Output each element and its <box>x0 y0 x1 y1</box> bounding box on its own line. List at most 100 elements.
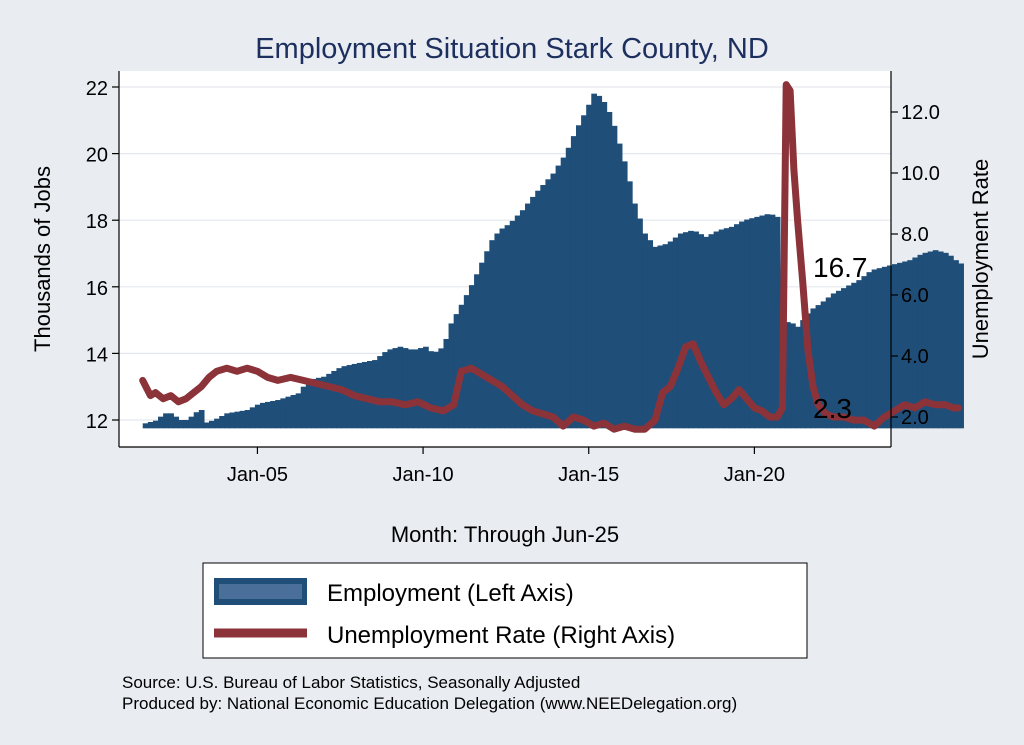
employment-bar <box>626 181 633 429</box>
employment-bar <box>876 268 883 429</box>
employment-bar <box>433 351 439 429</box>
left-tick-label: 18 <box>86 211 108 233</box>
employment-bar <box>790 323 796 429</box>
employment-bar <box>744 219 750 429</box>
employment-bar <box>560 157 567 429</box>
employment-bar <box>173 416 180 429</box>
unemployment-line <box>139 81 962 433</box>
employment-bar <box>377 356 383 429</box>
employment-bar <box>754 216 761 429</box>
employment-bar <box>764 214 771 429</box>
employment-bar <box>280 398 287 429</box>
employment-bar <box>499 228 506 429</box>
x-tick-label: Jan-10 <box>393 464 454 486</box>
employment-bar <box>917 254 924 429</box>
employment-bar <box>188 416 195 429</box>
employment-bar <box>637 218 643 429</box>
employment-bar <box>458 304 465 429</box>
employment-bar <box>606 111 613 429</box>
employment-bar <box>178 420 185 429</box>
employment-bar <box>468 285 475 429</box>
employment-bar <box>616 143 623 429</box>
employment-bar <box>621 161 628 429</box>
legend-employment-swatch-inner <box>219 584 302 599</box>
employment-bar <box>530 196 536 429</box>
employment-bar <box>667 241 674 429</box>
employment-bar <box>927 251 934 429</box>
employment-bar <box>912 257 919 429</box>
employment-bar <box>907 260 913 429</box>
employment-bar <box>718 229 725 429</box>
employment-bar <box>285 396 292 429</box>
employment-bar <box>519 210 526 429</box>
employment-bar <box>596 95 603 429</box>
employment-bar <box>234 411 241 429</box>
right-tick-label: 8.0 <box>901 224 929 246</box>
employment-bar <box>412 349 419 429</box>
employment-bar <box>249 407 256 429</box>
source-note: Source: U.S. Bureau of Labor Statistics,… <box>122 673 580 692</box>
employment-bar <box>861 276 868 429</box>
employment-bar <box>326 373 332 429</box>
employment-bar <box>310 378 317 429</box>
employment-bar <box>479 262 485 429</box>
employment-bar <box>703 236 710 429</box>
right-axis-title: Unemployment Rate <box>968 159 993 360</box>
employment-bar <box>642 233 648 429</box>
employment-bar <box>683 232 689 429</box>
employment-bar <box>540 185 547 429</box>
employment-bar <box>800 320 806 429</box>
right-tick-label: 12.0 <box>901 102 940 124</box>
employment-bar <box>265 401 271 429</box>
left-tick-label: 12 <box>86 411 108 433</box>
employment-bar <box>825 297 832 429</box>
employment-bar <box>550 173 557 429</box>
employment-bar <box>734 224 740 429</box>
employment-bar <box>295 393 302 429</box>
employment-bar <box>443 338 450 429</box>
x-axis-ticks: Jan-05 Jan-10 Jan-15 Jan-20 <box>227 447 785 486</box>
employment-bar <box>739 221 745 429</box>
employment-bar <box>942 252 949 429</box>
employment-bar <box>708 234 715 429</box>
employment-bar <box>932 250 939 429</box>
employment-bar <box>815 305 822 429</box>
employment-bar <box>336 368 343 429</box>
left-tick-label: 20 <box>86 145 108 167</box>
employment-bar <box>545 179 552 429</box>
employment-bar <box>438 348 445 429</box>
employment-bar <box>254 404 261 429</box>
employment-bar <box>728 226 735 429</box>
chart-title: Employment Situation Stark County, ND <box>255 33 769 65</box>
employment-bar <box>652 246 659 429</box>
x-tick-label: Jan-15 <box>558 464 619 486</box>
employment-bar <box>586 104 592 429</box>
employment-bar <box>341 366 348 429</box>
employment-bar <box>565 147 572 429</box>
employment-bar <box>209 420 215 429</box>
employment-bar <box>428 351 434 429</box>
employment-bar <box>244 410 251 429</box>
employment-bar <box>494 233 501 429</box>
legend: Employment (Left Axis) Unemployment Rate… <box>202 562 808 659</box>
right-tick-label: 6.0 <box>901 285 929 307</box>
employment-bar <box>509 220 516 429</box>
employment-bar <box>672 237 679 429</box>
employment-bar <box>581 115 587 429</box>
employment-bar <box>489 240 496 429</box>
employment-bar <box>407 349 414 429</box>
employment-bar <box>713 231 720 429</box>
employment-bar <box>305 380 312 429</box>
employment-bar <box>203 422 210 429</box>
employment-bar <box>142 423 149 429</box>
employment-bar <box>300 386 307 429</box>
employment-bar <box>830 293 837 429</box>
employment-bar <box>448 323 455 429</box>
employment-bar <box>158 416 164 429</box>
employment-end-label: 16.7 <box>813 252 868 283</box>
employment-bar <box>535 190 541 429</box>
employment-bar <box>922 252 929 429</box>
employment-bar <box>402 348 409 429</box>
employment-bar <box>372 360 378 429</box>
